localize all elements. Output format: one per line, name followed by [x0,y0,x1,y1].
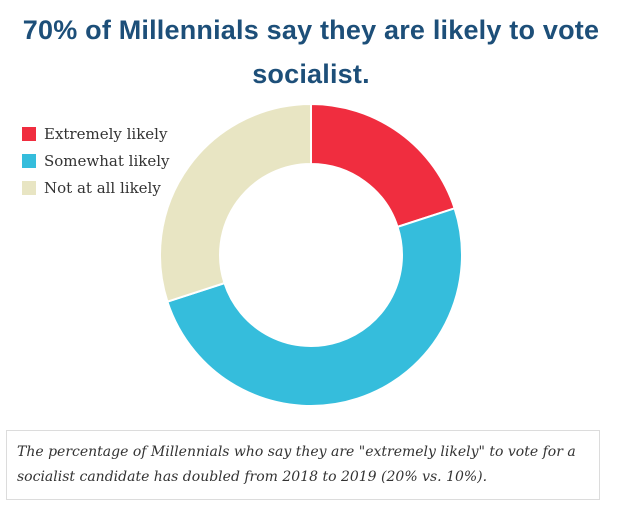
legend-item-extremely-likely[interactable]: Extremely likely [22,120,169,147]
legend-label: Extremely likely [44,124,168,143]
chart-caption: The percentage of Millennials who say th… [6,430,600,500]
legend-item-not-at-all-likely[interactable]: Not at all likely [22,174,169,201]
chart-title: 70% of Millennials say they are likely t… [22,15,600,89]
legend-swatch [22,180,36,195]
legend-swatch [22,153,36,168]
donut-slice-somewhat-likely[interactable] [166,207,463,407]
legend-item-somewhat-likely[interactable]: Somewhat likely [22,147,169,174]
legend: Extremely likely Somewhat likely Not at … [22,120,169,201]
legend-swatch [22,126,36,141]
donut-slice-extremely-likely[interactable] [310,102,456,229]
donut-slices [159,102,463,407]
legend-label: Not at all likely [44,178,161,197]
donut-slice-not-at-all-likely[interactable] [159,102,312,303]
legend-label: Somewhat likely [44,151,170,170]
donut-chart [159,102,463,407]
